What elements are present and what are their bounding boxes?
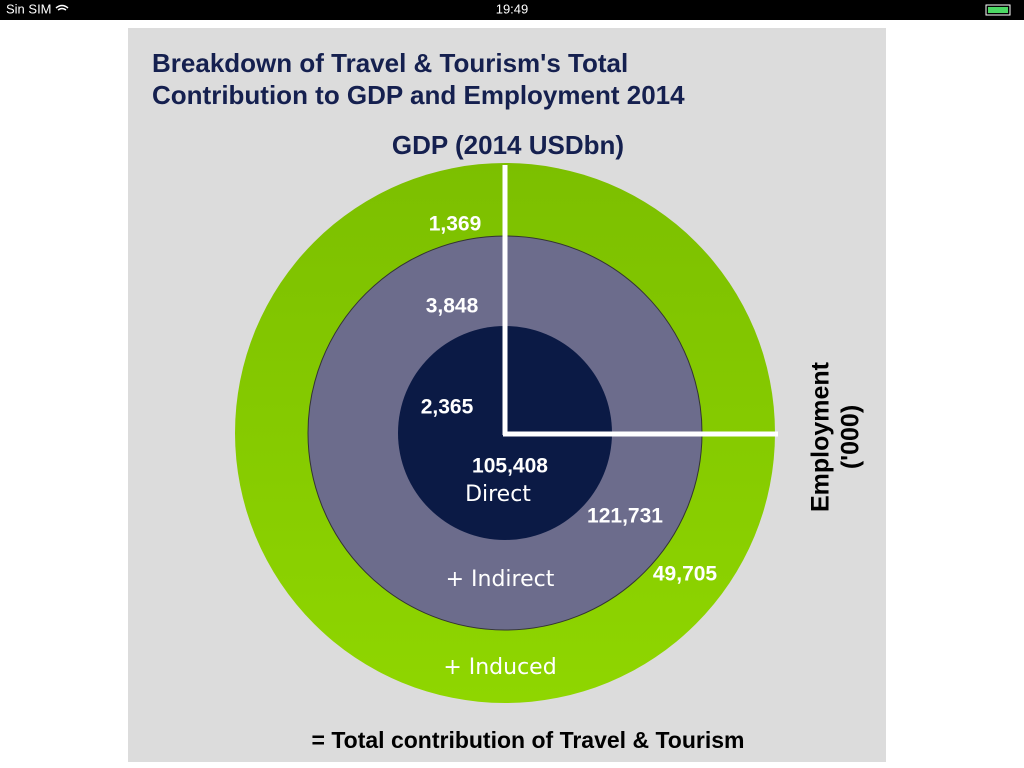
employment-value: 49,705 [653, 563, 718, 586]
title-line: Breakdown of Travel & Tourism's Total [152, 48, 628, 78]
battery-level [988, 7, 1008, 13]
ring-name: + Induced [443, 655, 556, 680]
title-line: Contribution to GDP and Employment 2014 [152, 80, 685, 110]
status-bar [0, 0, 1024, 20]
employment-value: 121,731 [587, 505, 663, 528]
carrier: Sin SIM [6, 1, 52, 16]
ring-name: + Indirect [446, 567, 555, 592]
gdp-label: GDP (2014 USDbn) [392, 130, 624, 160]
gdp-value: 3,848 [426, 295, 479, 318]
employment-label: ('000) [837, 405, 865, 469]
employment-label: Employment [807, 361, 835, 512]
clock: 19:49 [496, 1, 529, 16]
wifi-icon [55, 4, 69, 11]
gdp-value: 2,365 [421, 396, 474, 419]
ring-name: Direct [465, 482, 531, 507]
battery [985, 4, 1011, 16]
footer: = Total contribution of Travel & Tourism [312, 727, 745, 753]
employment-value: 105,408 [472, 455, 548, 478]
gdp-value: 1,369 [429, 213, 482, 236]
